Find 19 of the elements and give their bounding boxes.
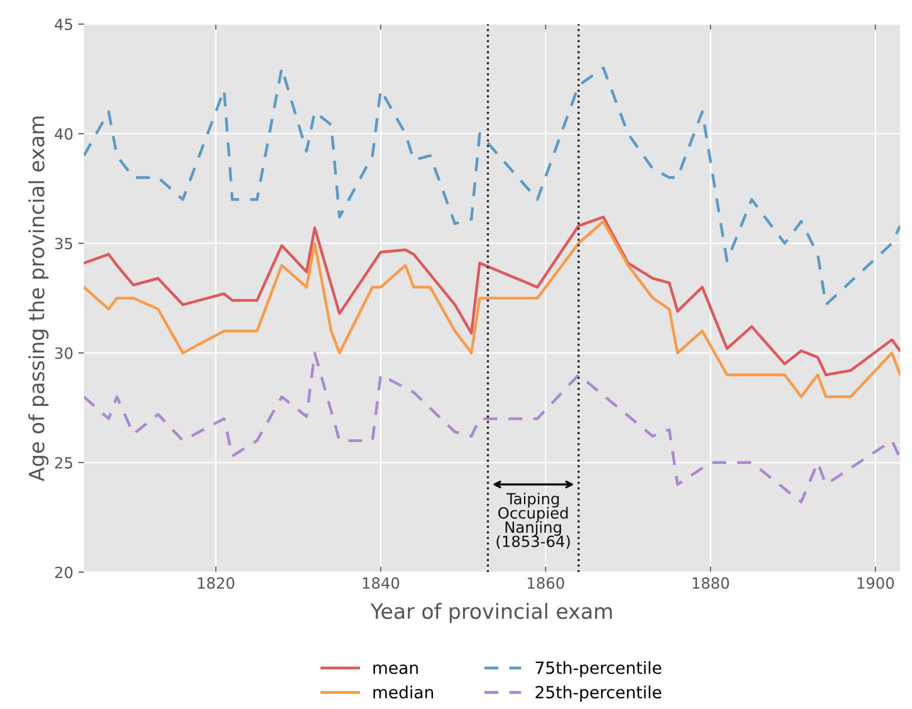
annotation: Taiping Occupied Nanjing (1853-64) <box>496 492 570 549</box>
x-axis-title: Year of provincial exam <box>370 602 612 624</box>
y-axis-title: Age of passing the provincial exam <box>28 116 48 482</box>
y-tick-label: 30 <box>55 347 72 359</box>
y-tick-label: 35 <box>55 238 72 250</box>
legend-label: 75th-percentile <box>536 661 662 678</box>
x-tick-label: 1860 <box>528 577 564 589</box>
legend-label: median <box>373 686 434 699</box>
x-tick-label: 1840 <box>362 577 400 589</box>
line-series <box>84 66 900 306</box>
y-tick-label: 40 <box>54 128 72 140</box>
x-tick-label: 1820 <box>198 577 234 589</box>
y-tick-label: 45 <box>54 18 72 30</box>
legend-label: mean <box>373 664 418 674</box>
y-tick-label: 25 <box>55 457 72 469</box>
x-tick-label: 1900 <box>858 577 894 589</box>
y-tick-label: 20 <box>55 566 72 578</box>
x-tick-label: 1880 <box>692 577 729 589</box>
legend-label: 25th-percentile <box>536 686 662 702</box>
